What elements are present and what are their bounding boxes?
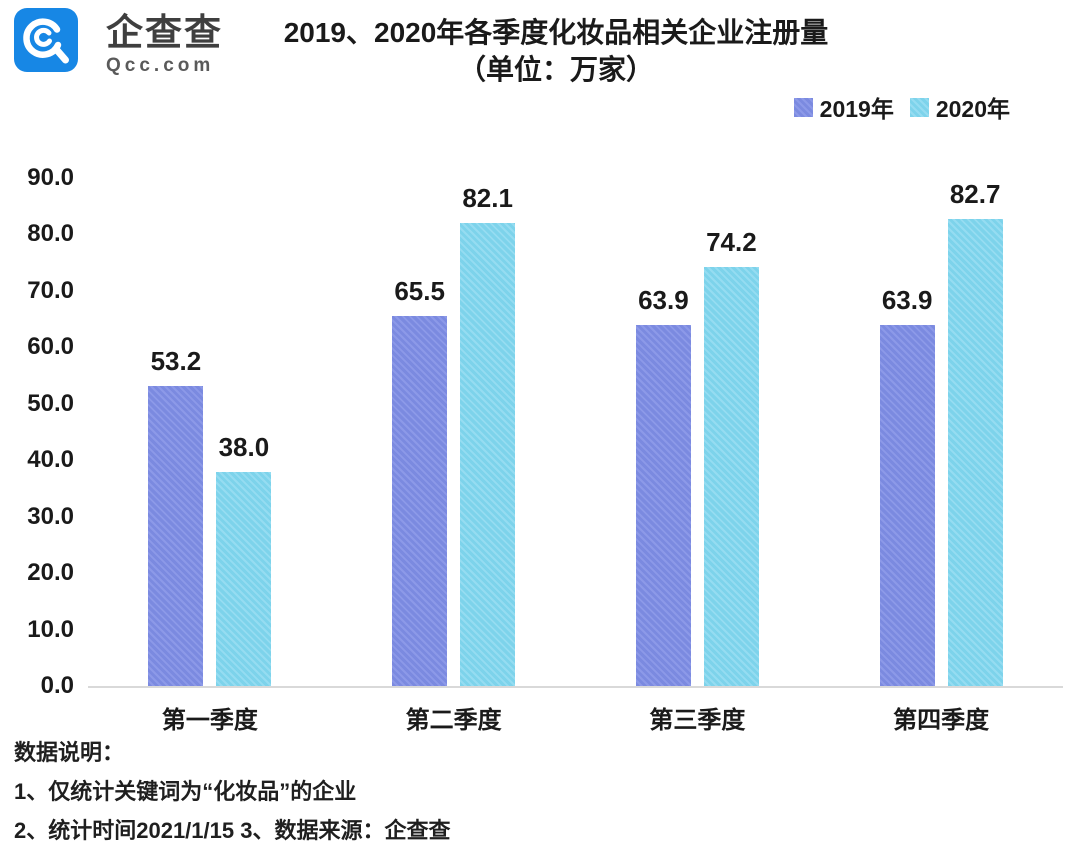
bar-2020年-第一季度[interactable] — [216, 471, 272, 686]
bar-cell: 82.1 — [460, 178, 516, 686]
bar-group-3: 63.9 74.2 — [635, 178, 759, 686]
legend-item-1[interactable]: 2020年 — [909, 90, 1010, 124]
chart-title-unit: （单位：万家） — [457, 54, 654, 85]
bar-group-1: 53.2 38.0 — [148, 178, 272, 686]
plot-area: 53.2 38.0 65.5 82.1 63.9 74.2 63.9 82.7 — [88, 178, 1063, 686]
bar-cell: 38.0 — [216, 178, 272, 686]
bar-value-label: 63.9 — [881, 285, 933, 316]
bar-2020年-第三季度[interactable] — [703, 267, 759, 686]
bar-2019年-第四季度[interactable] — [879, 325, 935, 686]
x-axis-label: 第三季度 — [649, 707, 746, 734]
y-tick-label: 20.0 — [27, 559, 74, 587]
x-axis-label: 第二季度 — [405, 707, 502, 734]
y-tick-label: 40.0 — [27, 446, 74, 474]
bar-cell: 63.9 — [879, 178, 935, 686]
footer-notes: 数据说明： 1、仅统计关键词为“化妆品”的企业 2、统计时间2021/1/15 3、… — [14, 733, 450, 850]
bar-value-label: 74.2 — [706, 227, 757, 258]
y-tick-label: 80.0 — [27, 220, 74, 248]
x-axis-label: 第一季度 — [161, 707, 258, 734]
y-tick-label: 30.0 — [27, 502, 74, 530]
y-tick-label: 50.0 — [27, 389, 74, 417]
bar-value-label: 53.2 — [150, 345, 202, 376]
bar-2019年-第二季度[interactable] — [392, 316, 448, 686]
bar-value-label: 38.0 — [218, 431, 270, 462]
bar-cell: 82.7 — [947, 178, 1003, 686]
legend-swatch-icon — [909, 97, 929, 117]
y-tick-label: 60.0 — [27, 333, 74, 361]
legend: 2019年 2020年 — [793, 90, 1010, 124]
footer-note: 2、统计时间2021/1/15 3、数据来源：企查查 — [14, 818, 451, 843]
bar-2020年-第四季度[interactable] — [947, 219, 1003, 686]
brand-domain: Qcc.com — [106, 55, 215, 76]
x-axis-labels: 第一季度 第二季度 第三季度 第四季度 — [88, 700, 1063, 735]
bar-group-4: 63.9 82.7 — [879, 178, 1003, 686]
brand: 企查查 Qcc.com — [106, 12, 223, 77]
footer-note: 数据说明： — [14, 740, 125, 765]
legend-label: 2020年 — [935, 96, 1010, 122]
chart-title-line1: 2019、2020年各季度化妆品相关企业注册量 — [283, 17, 829, 48]
bar-2020年-第二季度[interactable] — [460, 222, 516, 686]
bar-2019年-第一季度[interactable] — [148, 385, 204, 686]
bar-cell: 65.5 — [392, 178, 448, 686]
bar-cell: 53.2 — [148, 178, 204, 686]
legend-label: 2019年 — [819, 96, 894, 122]
bar-value-label: 63.9 — [638, 285, 689, 316]
bar-2019年-第三季度[interactable] — [635, 325, 691, 686]
y-tick-label: 10.0 — [27, 615, 74, 643]
y-tick-label: 70.0 — [27, 276, 74, 304]
legend-item-0[interactable]: 2019年 — [793, 90, 894, 124]
bar-value-label: 65.5 — [394, 276, 445, 307]
x-axis-label: 第四季度 — [893, 707, 990, 734]
qcc-logo-icon — [14, 8, 78, 72]
brand-name: 企查查 — [106, 12, 223, 53]
footer-note: 1、仅统计关键词为“化妆品”的企业 — [14, 779, 357, 804]
bar-value-label: 82.7 — [949, 179, 1001, 210]
bar-group-2: 65.5 82.1 — [392, 178, 516, 686]
chart-title: 2019、2020年各季度化妆品相关企业注册量 （单位：万家） — [284, 14, 829, 88]
bar-cell: 63.9 — [635, 178, 691, 686]
bar-value-label: 82.1 — [462, 182, 513, 213]
bar-chart: 0.0 10.0 20.0 30.0 40.0 50.0 60.0 70.0 80.0 90.0 … — [27, 166, 1063, 698]
y-tick-label: 90.0 — [27, 164, 74, 191]
y-tick-label: 0.0 — [40, 672, 74, 699]
legend-swatch-icon — [793, 97, 813, 117]
bar-cell: 74.2 — [703, 178, 759, 686]
